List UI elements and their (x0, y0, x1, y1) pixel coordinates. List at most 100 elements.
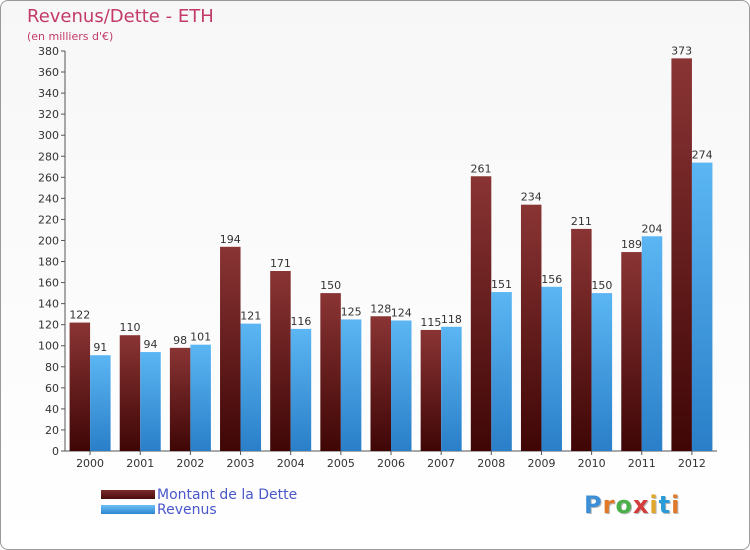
y-tick-label: 120 (38, 319, 59, 332)
legend-swatch-debt (101, 490, 155, 499)
bar-debt (370, 316, 391, 451)
chart-title: Revenus/Dette - ETH (27, 6, 214, 27)
y-tick-label: 320 (38, 108, 59, 121)
bar-revenus (491, 292, 512, 451)
bar-revenus (391, 320, 412, 451)
bar-debt (220, 246, 241, 451)
bar-debt (69, 322, 91, 451)
y-tick-label: 20 (45, 424, 59, 437)
legend-label-debt: Montant de la Dette (157, 486, 298, 503)
data-label-debt: 150 (320, 279, 341, 292)
data-label-revenus: 204 (642, 222, 663, 235)
y-tick-label: 60 (45, 382, 59, 395)
chart-subtitle: (en milliers d'€) (27, 30, 114, 43)
legend-swatch-revenus (101, 505, 155, 514)
x-tick-label: 2012 (678, 457, 706, 470)
data-label-debt: 115 (420, 316, 441, 329)
data-label-revenus: 150 (591, 279, 612, 292)
bar-revenus (641, 236, 663, 451)
y-tick-label: 260 (38, 171, 59, 184)
y-tick-label: 300 (38, 129, 59, 142)
bar-debt (420, 329, 442, 451)
y-tick-label: 280 (38, 150, 59, 163)
data-label-revenus: 124 (391, 306, 412, 319)
data-label-revenus: 91 (93, 341, 107, 354)
bar-debt (320, 293, 341, 451)
data-label-debt: 122 (69, 309, 90, 322)
data-label-revenus: 156 (541, 273, 562, 286)
y-tick-label: 240 (38, 192, 59, 205)
y-tick-label: 220 (38, 213, 59, 226)
proxiti-logo: Proxiti (584, 491, 680, 519)
bar-revenus (90, 355, 111, 451)
y-tick-label: 340 (38, 87, 59, 100)
data-label-debt: 373 (671, 44, 692, 57)
bar-debt (671, 58, 692, 452)
logo-letter: r (602, 491, 616, 519)
logo-letter: o (615, 491, 633, 519)
bar-revenus (591, 293, 613, 451)
bar-debt (169, 347, 191, 451)
x-tick-label: 2004 (277, 457, 305, 470)
data-label-debt: 194 (220, 233, 241, 246)
bar-revenus (441, 326, 462, 451)
y-tick-label: 40 (45, 403, 59, 416)
y-tick-label: 380 (38, 45, 59, 58)
bar-revenus (290, 328, 312, 451)
logo-letter: P (584, 491, 603, 519)
data-label-revenus: 116 (290, 315, 311, 328)
y-tick-label: 80 (45, 361, 59, 374)
y-tick-label: 200 (38, 234, 59, 247)
data-label-debt: 261 (471, 162, 492, 175)
bar-revenus (190, 344, 211, 451)
bar-debt (520, 204, 542, 451)
data-label-revenus: 121 (240, 310, 261, 323)
y-tick-label: 100 (38, 340, 59, 353)
data-label-revenus: 274 (692, 149, 713, 162)
bars (69, 58, 713, 452)
legend: Montant de la Dette Revenus (101, 486, 298, 518)
data-label-debt: 98 (173, 334, 187, 347)
bar-revenus (541, 286, 562, 451)
bar-revenus (140, 352, 161, 451)
data-label-debt: 110 (119, 321, 140, 334)
bar-debt (270, 271, 291, 451)
data-label-revenus: 101 (190, 331, 211, 344)
data-label-revenus: 94 (143, 338, 157, 351)
x-tick-label: 2005 (327, 457, 355, 470)
bar-debt (470, 176, 492, 451)
data-label-debt: 189 (621, 238, 642, 251)
x-tick-label: 2007 (427, 457, 455, 470)
logo-letter: x (632, 491, 650, 519)
logo-letter: i (649, 491, 659, 519)
data-label-revenus: 151 (491, 278, 512, 291)
bar-debt (621, 252, 642, 451)
y-tick-label: 140 (38, 298, 59, 311)
x-tick-label: 2008 (477, 457, 505, 470)
logo-letter: t (658, 491, 672, 519)
bar-revenus (340, 319, 362, 451)
y-tick-label: 160 (38, 277, 59, 290)
bar-debt (119, 335, 141, 451)
y-tick-label: 180 (38, 256, 59, 269)
bar-debt (571, 228, 592, 451)
legend-item-revenus: Revenus (101, 501, 297, 518)
x-tick-label: 2001 (126, 457, 154, 470)
bar-revenus (691, 162, 713, 451)
y-tick-label: 360 (38, 66, 59, 79)
y-tick-label: 0 (52, 445, 59, 458)
data-label-debt: 171 (270, 257, 291, 270)
data-label-revenus: 118 (441, 313, 462, 326)
x-tick-label: 2006 (377, 457, 405, 470)
bar-revenus (240, 323, 262, 451)
x-tick-label: 2009 (527, 457, 555, 470)
x-tick-label: 2003 (227, 457, 255, 470)
legend-item-debt: Montant de la Dette (101, 486, 298, 503)
x-tick-label: 2010 (578, 457, 606, 470)
x-tick-label: 2011 (628, 457, 656, 470)
legend-label-revenus: Revenus (157, 501, 217, 518)
logo-letter: i (671, 491, 681, 519)
